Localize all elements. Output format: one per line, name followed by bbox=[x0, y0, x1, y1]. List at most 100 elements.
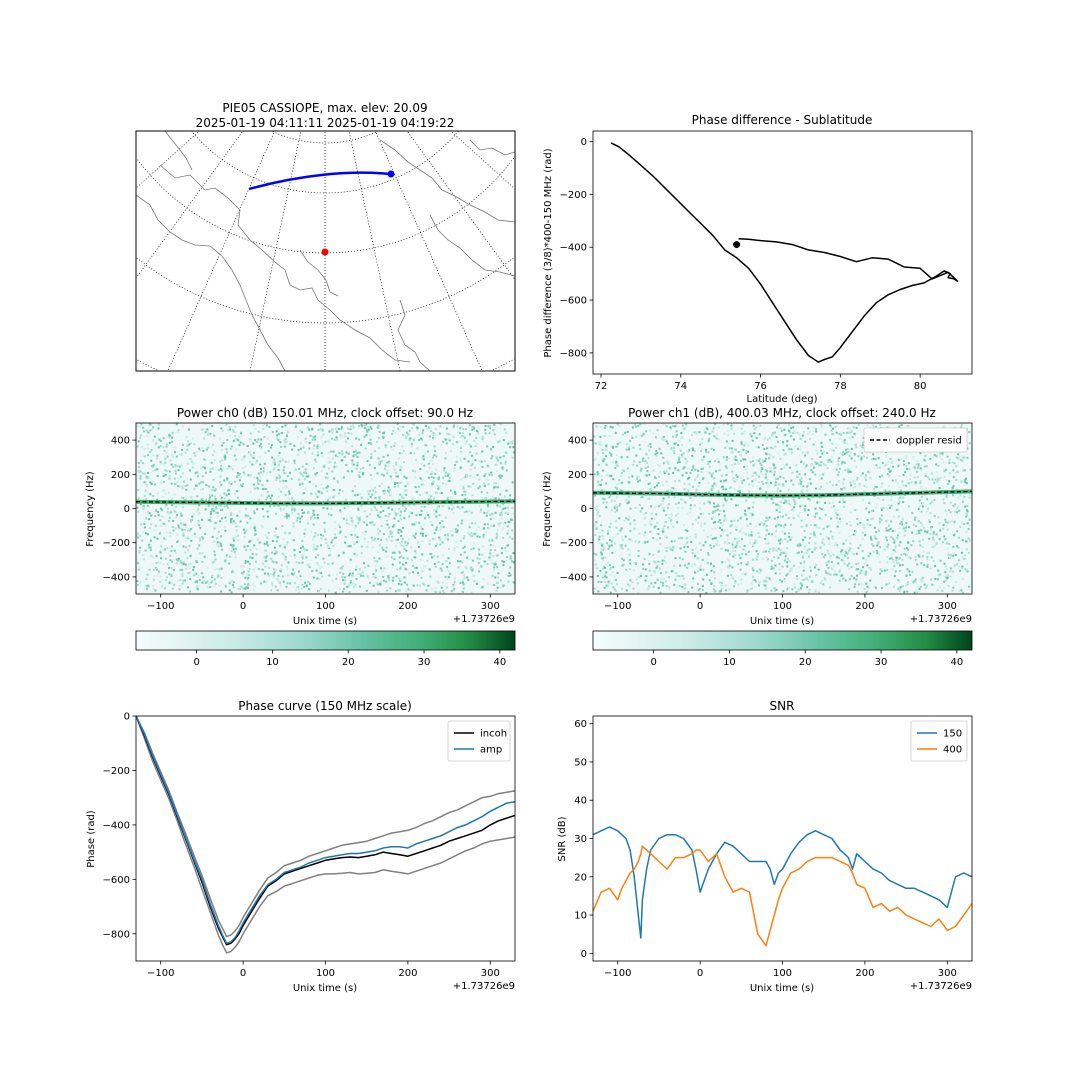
noise-pixel bbox=[208, 485, 211, 488]
noise-pixel bbox=[344, 432, 347, 435]
noise-pixel bbox=[153, 568, 155, 571]
noise-pixel bbox=[436, 484, 439, 487]
noise-pixel bbox=[245, 586, 248, 588]
noise-pixel bbox=[799, 505, 802, 508]
noise-pixel bbox=[920, 578, 923, 581]
noise-pixel bbox=[370, 427, 373, 430]
noise-pixel bbox=[599, 531, 602, 534]
noise-pixel bbox=[802, 569, 805, 572]
noise-pixel bbox=[437, 487, 440, 490]
noise-pixel bbox=[786, 588, 789, 591]
noise-pixel bbox=[499, 493, 502, 496]
noise-pixel bbox=[758, 581, 761, 584]
noise-pixel bbox=[799, 562, 802, 565]
noise-pixel bbox=[875, 464, 878, 467]
noise-pixel bbox=[471, 494, 474, 497]
noise-pixel bbox=[943, 580, 945, 583]
noise-pixel bbox=[924, 530, 927, 533]
noise-pixel bbox=[385, 555, 388, 558]
noise-pixel bbox=[308, 442, 311, 444]
noise-pixel bbox=[683, 587, 686, 590]
noise-pixel bbox=[226, 505, 228, 507]
noise-pixel bbox=[622, 564, 625, 567]
noise-pixel bbox=[765, 576, 768, 579]
noise-pixel bbox=[629, 579, 632, 582]
noise-pixel bbox=[209, 510, 212, 513]
satellite-marker bbox=[387, 170, 395, 178]
noise-pixel bbox=[495, 470, 498, 473]
noise-pixel bbox=[450, 530, 453, 532]
noise-pixel bbox=[788, 532, 791, 535]
noise-pixel bbox=[316, 545, 319, 548]
noise-pixel bbox=[631, 426, 634, 429]
noise-pixel bbox=[194, 535, 197, 538]
noise-pixel bbox=[601, 534, 604, 537]
noise-pixel bbox=[335, 573, 338, 576]
noise-pixel bbox=[777, 547, 780, 550]
noise-pixel bbox=[603, 489, 606, 492]
noise-pixel bbox=[483, 511, 486, 514]
noise-pixel bbox=[948, 556, 951, 559]
noise-pixel bbox=[597, 463, 600, 466]
noise-pixel bbox=[281, 552, 284, 555]
noise-pixel bbox=[853, 577, 856, 580]
noise-pixel bbox=[747, 550, 750, 553]
noise-pixel bbox=[668, 516, 671, 519]
noise-pixel bbox=[901, 558, 904, 561]
noise-pixel bbox=[374, 537, 377, 540]
noise-pixel bbox=[463, 574, 466, 577]
noise-pixel bbox=[160, 545, 163, 548]
noise-pixel bbox=[511, 537, 514, 540]
noise-pixel bbox=[398, 589, 401, 592]
noise-pixel bbox=[908, 570, 911, 573]
x-tick-label: 300 bbox=[481, 601, 500, 612]
noise-pixel bbox=[409, 589, 412, 592]
noise-pixel bbox=[656, 565, 659, 568]
noise-pixel bbox=[261, 508, 264, 510]
noise-pixel bbox=[735, 459, 738, 462]
noise-pixel bbox=[687, 562, 690, 565]
noise-pixel bbox=[872, 458, 875, 460]
noise-pixel bbox=[417, 541, 420, 544]
noise-pixel bbox=[314, 435, 317, 438]
noise-pixel bbox=[952, 570, 954, 573]
noise-pixel bbox=[438, 485, 441, 488]
noise-pixel bbox=[816, 452, 819, 455]
noise-pixel bbox=[735, 474, 738, 477]
noise-pixel bbox=[498, 524, 501, 527]
noise-pixel bbox=[794, 501, 797, 504]
noise-pixel bbox=[953, 520, 956, 522]
noise-pixel bbox=[490, 449, 493, 452]
noise-pixel bbox=[157, 446, 160, 449]
noise-pixel bbox=[201, 560, 204, 563]
noise-pixel bbox=[435, 515, 438, 518]
noise-pixel bbox=[420, 505, 423, 508]
noise-pixel bbox=[254, 427, 257, 430]
noise-pixel bbox=[282, 580, 285, 583]
noise-pixel bbox=[709, 502, 712, 505]
noise-pixel bbox=[235, 529, 238, 532]
noise-pixel bbox=[268, 426, 271, 429]
noise-pixel bbox=[408, 538, 411, 541]
noise-pixel bbox=[875, 506, 878, 509]
noise-pixel bbox=[919, 481, 922, 484]
map-meridian bbox=[348, 131, 401, 371]
noise-pixel bbox=[944, 571, 947, 574]
noise-pixel bbox=[921, 556, 924, 559]
noise-pixel bbox=[944, 518, 947, 521]
noise-pixel bbox=[231, 583, 234, 586]
noise-pixel bbox=[844, 487, 847, 490]
noise-pixel bbox=[276, 578, 279, 581]
noise-pixel bbox=[640, 572, 643, 575]
noise-pixel bbox=[719, 509, 722, 512]
noise-pixel bbox=[938, 586, 941, 589]
noise-pixel bbox=[270, 557, 273, 560]
noise-pixel bbox=[713, 502, 715, 505]
noise-pixel bbox=[300, 587, 303, 590]
noise-pixel bbox=[882, 498, 885, 501]
noise-pixel bbox=[772, 549, 775, 552]
noise-pixel bbox=[830, 429, 833, 432]
noise-pixel bbox=[815, 547, 818, 549]
noise-pixel bbox=[760, 521, 763, 524]
noise-pixel bbox=[958, 509, 961, 512]
